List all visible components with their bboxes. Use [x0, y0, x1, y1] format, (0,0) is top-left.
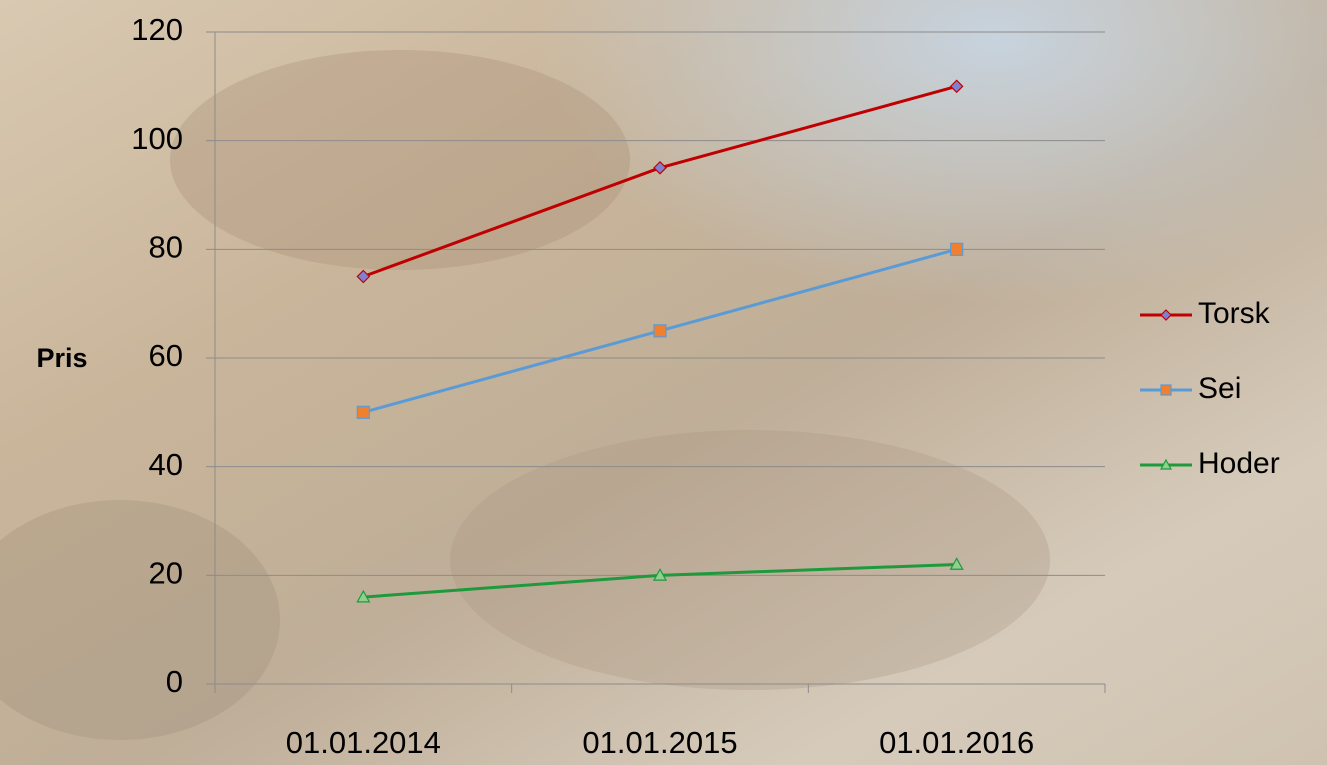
x-tick-label: 01.01.2016 — [879, 725, 1034, 760]
y-axis-label: Pris — [36, 343, 87, 373]
y-tick-label: 0 — [166, 664, 183, 699]
background-shape — [170, 50, 630, 270]
x-tick-label: 01.01.2015 — [582, 725, 737, 760]
x-tick-label: 01.01.2014 — [286, 725, 441, 760]
y-tick-label: 100 — [131, 121, 183, 156]
background-shape — [450, 430, 1050, 690]
marker — [951, 243, 963, 255]
y-tick-label: 40 — [149, 447, 183, 482]
y-tick-label: 120 — [131, 12, 183, 47]
legend-label: Torsk — [1198, 297, 1271, 330]
y-tick-label: 80 — [149, 230, 183, 265]
marker — [1161, 385, 1171, 395]
legend-label: Hoder — [1198, 447, 1280, 480]
y-tick-label: 60 — [149, 338, 183, 373]
marker — [654, 325, 666, 337]
legend-label: Sei — [1198, 372, 1241, 405]
marker — [357, 406, 369, 418]
chart: Pris 0 20 40 60 80 100 120 01.01.2014 01.01.2015… — [0, 0, 1327, 765]
y-tick-label: 20 — [149, 556, 183, 591]
